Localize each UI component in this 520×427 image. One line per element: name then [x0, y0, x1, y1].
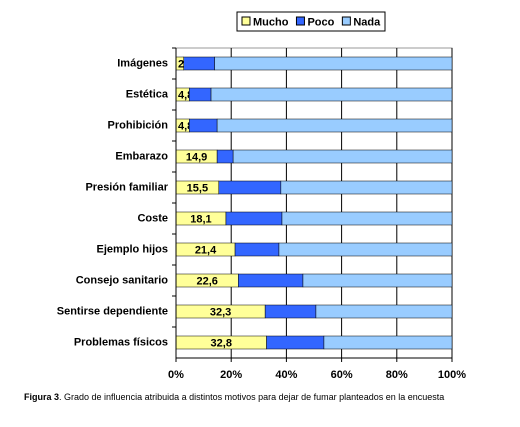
legend-label: Mucho [253, 16, 289, 28]
bar-segment [280, 180, 453, 195]
y-tick-label: Ejemplo hijos [96, 243, 168, 255]
caption-label: Figura 3 [24, 392, 60, 402]
bar-segment [218, 180, 282, 195]
bar-segment [315, 304, 453, 319]
y-tick-label: Imágenes [117, 57, 168, 69]
value-label: 32,8 [211, 337, 232, 349]
bar-segment [232, 149, 453, 164]
legend-label: Poco [307, 16, 334, 28]
bar-segment [225, 211, 283, 226]
bar-segment [234, 242, 280, 257]
y-tick-label: Coste [137, 212, 168, 224]
bar-segment [302, 273, 453, 288]
legend-swatch [241, 16, 251, 26]
value-label: 21,4 [195, 244, 217, 256]
bar-segment [281, 211, 453, 226]
y-tick-label: Sentirse dependiente [57, 305, 168, 317]
y-tick-label: Prohibición [108, 119, 169, 131]
x-tick-label: 60% [331, 369, 353, 381]
x-tick-label: 0% [168, 369, 184, 381]
bar-segment [188, 87, 212, 102]
y-tick-label: Problemas físicos [74, 336, 168, 348]
value-label: 15,5 [187, 182, 208, 194]
chart: 0%20%40%60%80%100%Imágenes2,8Estética4,8… [57, 11, 466, 381]
caption: Figura 3. Grado de influencia atribuida … [24, 392, 504, 403]
bar-segment [216, 149, 234, 164]
bar-segment [216, 118, 453, 133]
value-label: 18,1 [190, 213, 211, 225]
x-tick-label: 100% [438, 369, 466, 381]
value-label: 22,6 [196, 275, 217, 287]
bar-segment [278, 242, 453, 257]
bar-segment [266, 335, 325, 350]
bar-segment [264, 304, 317, 319]
legend-swatch [295, 16, 305, 26]
value-label: 32,3 [210, 306, 231, 318]
legend-label: Nada [353, 16, 381, 28]
legend-swatch [341, 16, 351, 26]
bar-segment [183, 56, 215, 71]
x-tick-label: 40% [275, 369, 297, 381]
caption-text: . Grado de influencia atribuida a distin… [59, 392, 445, 402]
bar-segment [188, 118, 218, 133]
y-tick-label: Presión familiar [85, 181, 168, 193]
y-tick-label: Embarazo [115, 150, 168, 162]
bar-segment [210, 87, 453, 102]
bar-segment [323, 335, 453, 350]
bar-segment [238, 273, 304, 288]
bar-segment [214, 56, 453, 71]
y-tick-label: Consejo sanitario [76, 274, 169, 286]
value-label: 14,9 [186, 151, 207, 163]
x-tick-label: 80% [386, 369, 408, 381]
y-tick-label: Estética [126, 88, 169, 100]
x-tick-label: 20% [220, 369, 242, 381]
